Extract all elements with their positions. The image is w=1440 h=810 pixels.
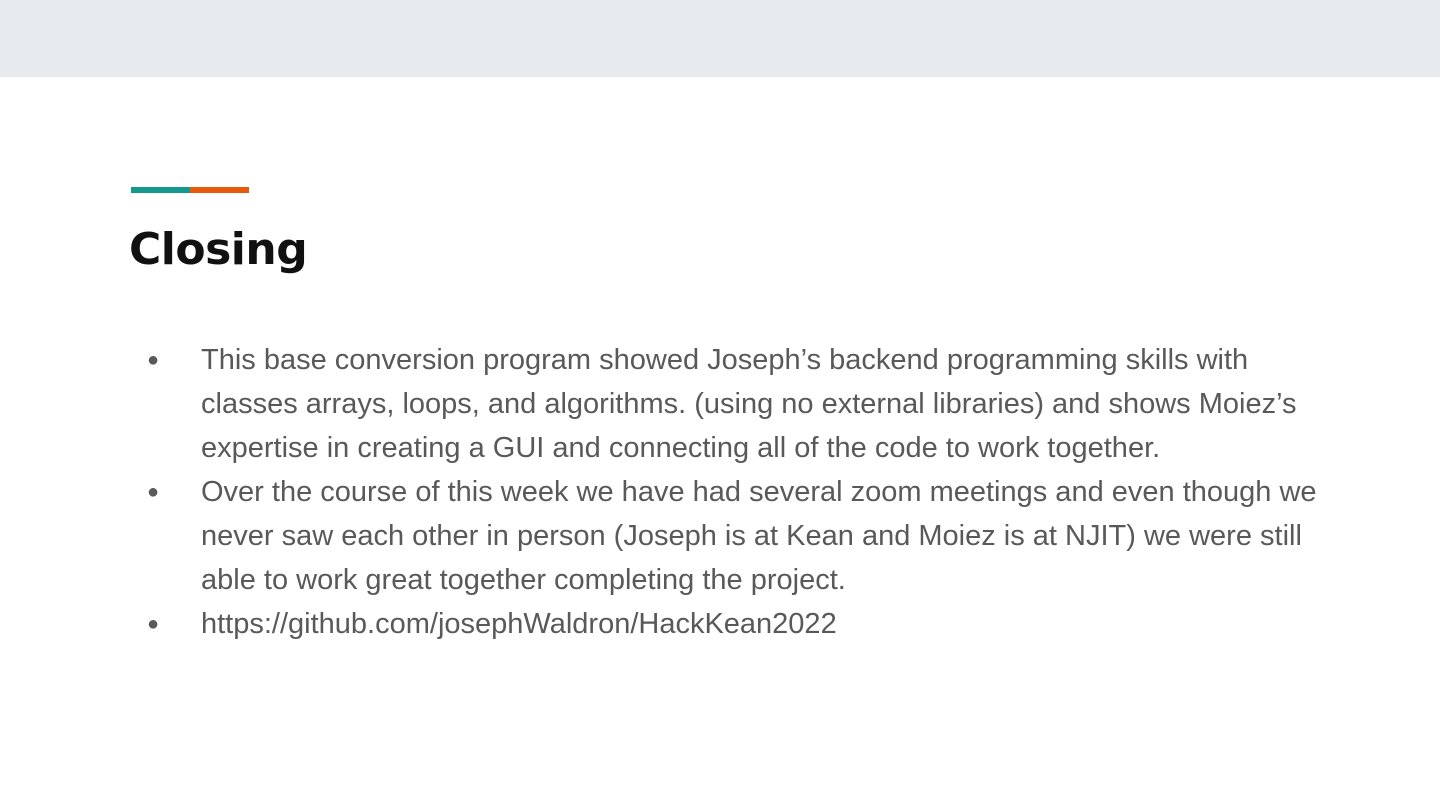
repo-link[interactable]: https://github.com/josephWaldron/HackKea… [201, 608, 837, 640]
slide: Closing ● This base conversion program s… [0, 77, 1440, 810]
accent-orange-segment [190, 187, 249, 193]
bullet-icon: ● [147, 481, 160, 503]
bullet-item-teamwork: ● Over the course of this week we have h… [145, 470, 1320, 602]
title-accent-bar [131, 187, 249, 193]
bullet-text: Over the course of this week we have had… [201, 476, 1317, 596]
top-band [0, 0, 1440, 77]
slide-title: Closing [129, 224, 308, 275]
accent-teal-segment [131, 187, 190, 193]
bullet-icon: ● [147, 613, 160, 635]
bullet-icon: ● [147, 349, 160, 371]
bullet-item-repo-link: ● https://github.com/josephWaldron/HackK… [145, 602, 1320, 646]
bullet-item-summary: ● This base conversion program showed Jo… [145, 338, 1320, 470]
bullet-list: ● This base conversion program showed Jo… [145, 338, 1320, 646]
bullet-text: This base conversion program showed Jose… [201, 344, 1297, 464]
